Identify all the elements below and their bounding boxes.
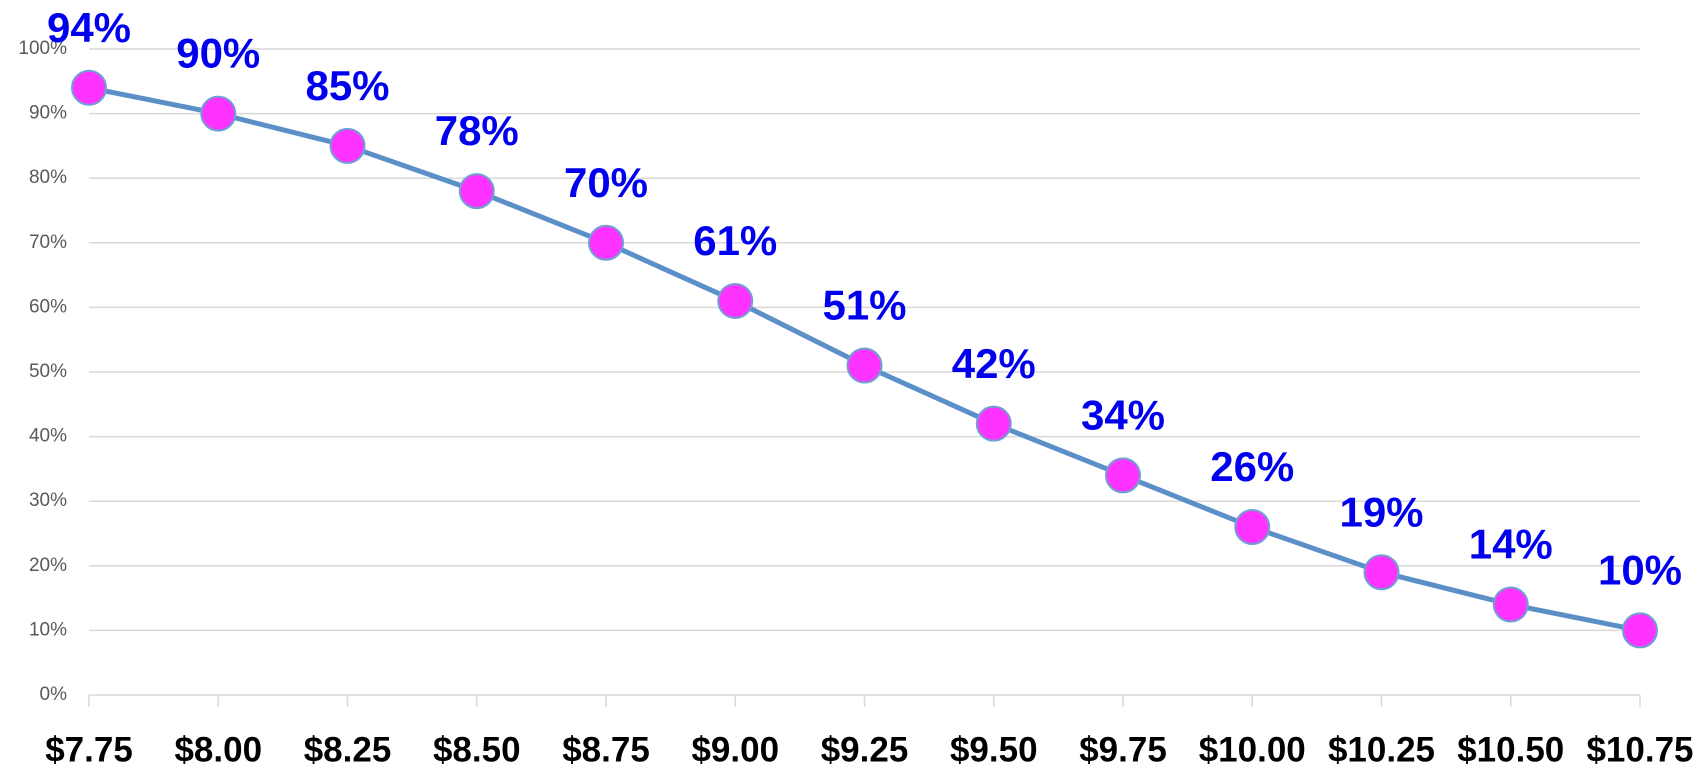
x-tick-label: $10.75	[1586, 730, 1693, 769]
x-tick-label: $7.75	[45, 730, 133, 769]
x-tick-label: $8.75	[562, 730, 650, 769]
x-tick-label: $10.25	[1328, 730, 1435, 769]
value-label: 19%	[1339, 488, 1423, 535]
y-tick-label: 0%	[40, 684, 68, 705]
marker	[846, 347, 883, 384]
x-tick-label: $9.75	[1079, 730, 1167, 769]
marker	[717, 282, 754, 319]
y-tick-label: 60%	[29, 296, 67, 317]
marker	[975, 405, 1012, 442]
x-tick-label: $8.00	[174, 730, 262, 769]
marker	[329, 127, 366, 164]
value-label: 10%	[1598, 546, 1682, 593]
y-tick-label: 10%	[29, 619, 67, 640]
marker	[1492, 586, 1529, 623]
x-tick-label: $8.50	[433, 730, 521, 769]
value-label: 26%	[1210, 443, 1294, 490]
marker	[71, 69, 107, 106]
x-tick-label: $9.00	[691, 730, 779, 769]
marker	[588, 224, 624, 261]
x-tick-label: $10.50	[1457, 730, 1564, 769]
marker	[1234, 509, 1271, 546]
marker	[458, 173, 495, 210]
y-tick-label: 80%	[29, 167, 67, 188]
value-label: 85%	[305, 62, 389, 109]
marker	[1363, 554, 1400, 591]
marker	[200, 95, 237, 132]
y-tick-label: 100%	[18, 38, 67, 59]
y-tick-label: 40%	[29, 426, 67, 447]
x-tick-label: $9.25	[821, 730, 909, 769]
y-tick-label: 70%	[29, 232, 67, 253]
y-tick-label: 50%	[29, 361, 67, 382]
value-label: 51%	[822, 282, 906, 329]
marker	[1105, 457, 1141, 494]
value-label: 94%	[47, 4, 131, 51]
value-label: 42%	[952, 340, 1036, 387]
x-tick-label: $9.50	[950, 730, 1038, 769]
value-label: 14%	[1469, 521, 1553, 568]
y-tick-label: 90%	[29, 103, 67, 124]
x-tick-label: $10.00	[1199, 730, 1306, 769]
value-label: 90%	[176, 30, 260, 77]
y-tick-label: 20%	[29, 555, 67, 576]
value-label: 34%	[1081, 391, 1165, 438]
y-tick-label: 30%	[29, 490, 67, 511]
value-label: 78%	[435, 107, 519, 154]
value-label: 70%	[564, 159, 648, 206]
x-tick-label: $8.25	[304, 730, 392, 769]
marker	[1622, 612, 1658, 649]
value-label: 61%	[693, 217, 777, 264]
